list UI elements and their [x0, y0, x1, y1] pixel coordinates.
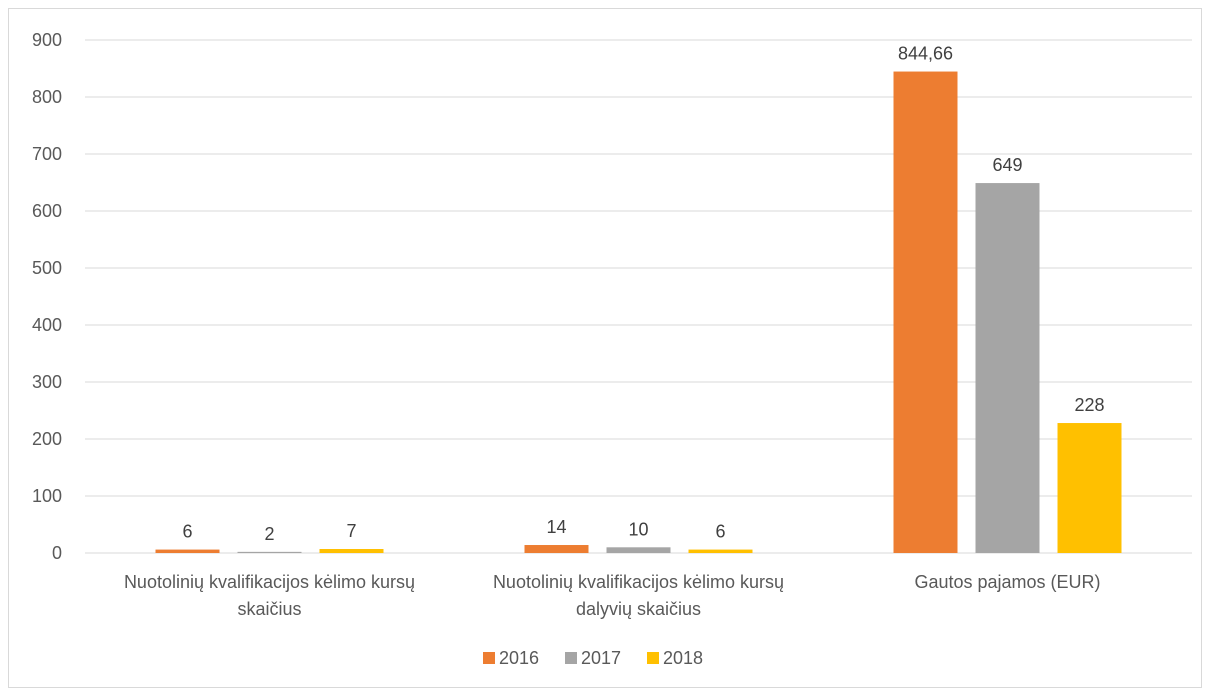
data-label: 649	[992, 155, 1022, 175]
bar	[975, 183, 1040, 553]
data-label: 7	[346, 521, 356, 541]
x-tick-label: Gautos pajamos (EUR)	[914, 572, 1100, 592]
bar	[1057, 423, 1122, 553]
bar	[893, 71, 958, 554]
bar	[237, 551, 302, 553]
data-label: 6	[715, 522, 725, 542]
bar	[319, 549, 384, 553]
y-tick-label: 300	[32, 372, 62, 392]
y-tick-label: 700	[32, 144, 62, 164]
bar	[524, 545, 589, 553]
legend-label: 2017	[581, 648, 621, 668]
y-tick-label: 800	[32, 87, 62, 107]
x-tick-label: skaičius	[237, 599, 301, 619]
y-tick-label: 400	[32, 315, 62, 335]
x-tick-label: dalyvių skaičius	[576, 599, 701, 619]
y-tick-label: 600	[32, 201, 62, 221]
data-label: 2	[264, 524, 274, 544]
legend-swatch	[483, 652, 495, 664]
legend-swatch	[647, 652, 659, 664]
bar	[155, 549, 220, 553]
y-tick-label: 100	[32, 486, 62, 506]
bar	[606, 547, 671, 553]
bar	[688, 549, 753, 553]
y-tick-label: 0	[52, 543, 62, 563]
y-tick-label: 200	[32, 429, 62, 449]
legend-swatch	[565, 652, 577, 664]
data-label: 10	[628, 519, 648, 539]
y-tick-label: 500	[32, 258, 62, 278]
data-label: 844,66	[898, 44, 953, 64]
data-label: 14	[546, 517, 566, 537]
data-label: 228	[1074, 395, 1104, 415]
y-tick-label: 900	[32, 30, 62, 50]
x-tick-label: Nuotolinių kvalifikacijos kėlimo kursų	[493, 572, 784, 592]
legend-label: 2016	[499, 648, 539, 668]
data-label: 6	[182, 522, 192, 542]
legend-label: 2018	[663, 648, 703, 668]
x-tick-label: Nuotolinių kvalifikacijos kėlimo kursų	[124, 572, 415, 592]
